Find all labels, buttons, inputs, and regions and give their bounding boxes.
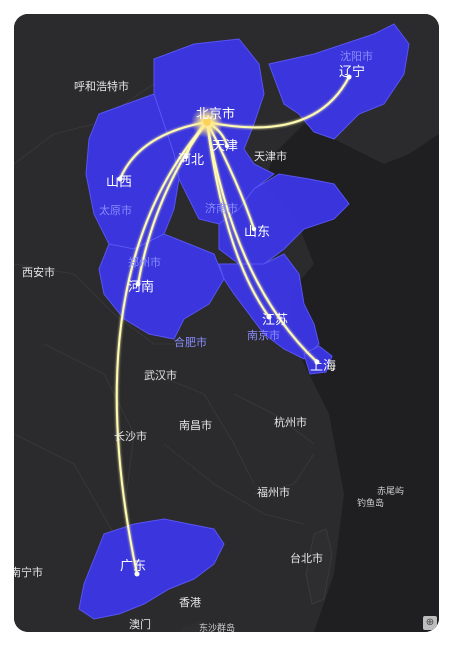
city-label: 呼和浩特市 [74,79,129,93]
island-label: 钓鱼岛 [357,497,384,509]
city-label: 福州市 [257,485,290,499]
region-jiangsu [218,253,320,360]
city-label: 合肥市 [174,335,207,349]
taiwan-island [305,528,333,605]
region-guangdong [78,518,225,620]
city-label: 沈阳市 [340,49,373,63]
sea-area [264,124,439,632]
province-label: 山西 [106,175,132,190]
province-label: 河南 [128,279,154,295]
origin-dot[interactable] [203,118,211,126]
island-label: 东沙群岛 [199,622,235,632]
hainan-island [179,620,214,632]
flow-line-guangdong [115,121,208,575]
province-label: 山东 [244,225,270,240]
province-label: 天津 [212,139,238,154]
map-canvas[interactable]: 呼和浩特市 沈阳市 天津市 太原市 济南市 西安市 郑州市 合肥市 南京市 武汉… [14,14,439,632]
flow-line-henan [137,121,208,285]
region-liaoning [268,23,410,140]
city-label: 济南市 [205,201,238,215]
city-label: 郑州市 [128,255,161,269]
region-henan [98,233,225,340]
province-label: 上海 [310,359,336,374]
island-label: 赤尾屿 [377,486,404,497]
city-label: 武汉市 [144,368,177,382]
city-label: 杭州市 [274,415,307,429]
city-label: 香港 [179,596,201,609]
base-labels: 呼和浩特市 沈阳市 天津市 太原市 济南市 西安市 郑州市 合肥市 南京市 武汉… [14,49,404,632]
migration-map[interactable]: 呼和浩特市 沈阳市 天津市 太原市 济南市 西安市 郑州市 合肥市 南京市 武汉… [14,14,439,632]
city-label: 太原市 [99,203,132,217]
flow-line-shanghai [206,121,318,363]
origin-label: 北京市 [196,106,235,122]
flow-line-jiangsu [206,121,270,318]
province-label: 辽宁 [339,64,365,80]
city-label: 南昌市 [179,418,212,432]
city-label: 台北市 [290,551,323,565]
zoom-icon[interactable]: ⊕ [423,616,437,630]
province-label: 江苏 [262,312,288,328]
destination-dots [117,74,352,577]
city-label: 天津市 [254,149,287,163]
province-label: 河北 [178,153,204,168]
city-label: 长沙市 [114,429,147,443]
flow-line-liaoning [206,76,350,129]
flow-labels: 北京市 河北 天津 山西 辽宁 山东 河南 江苏 上海 广东 [106,64,365,574]
province-borders [14,83,315,535]
city-label: 西安市 [22,265,55,279]
city-label: 南京市 [247,328,280,342]
province-label: 广东 [120,559,146,574]
city-label: 澳门 [129,617,151,631]
city-label: 南宁市 [14,565,43,579]
